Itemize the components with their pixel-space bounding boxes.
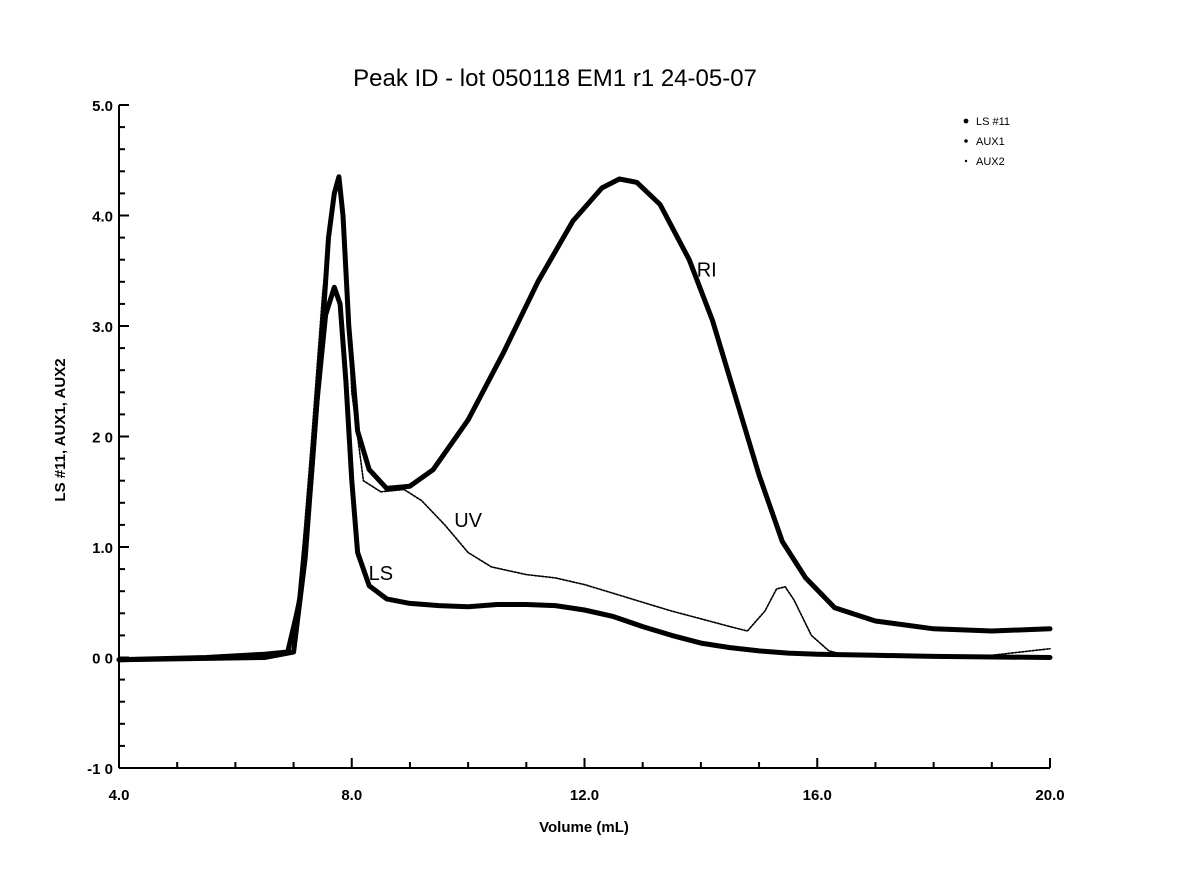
series-line-aux1 [116, 174, 1053, 663]
x-tick-label: 4.0 [109, 787, 130, 804]
y-tick-label: 1.0 [92, 540, 113, 557]
x-tick-label: 16.0 [803, 787, 832, 804]
annotation-ls: LS [369, 563, 393, 585]
y-tick-label: 3.0 [92, 319, 113, 336]
y-tick-label: -1 0 [87, 761, 113, 778]
y-tick-label: 0 0 [92, 651, 113, 668]
x-axis-label: Volume (mL) [539, 819, 629, 836]
chart-title: Peak ID - lot 050118 EM1 r1 24-05-07 [353, 65, 757, 92]
y-axis-label: LS #11, AUX1, AUX2 [52, 358, 69, 501]
tick-labels: 4.0 8.0 12.0 16.0 20.0 -1 0 0 0 1.0 2 0 3.0 4.0 5.0 [87, 98, 1064, 804]
annotation-uv: UV [454, 510, 482, 532]
y-tick-label: 5.0 [92, 98, 113, 115]
x-tick-label: 12.0 [570, 787, 599, 804]
y-tick-label: 4.0 [92, 209, 113, 226]
legend-marker-aux2 [964, 159, 968, 163]
series-line-aux2 [118, 181, 1051, 661]
annotations: RI UV LS [369, 259, 717, 585]
annotation-ri: RI [697, 259, 717, 281]
legend-marker-ls11 [963, 118, 969, 124]
legend-item-aux1: AUX1 [976, 136, 1005, 148]
legend-marker-aux1 [964, 139, 968, 143]
x-tick-label: 20.0 [1035, 787, 1064, 804]
legend-item-ls11: LS #11 [976, 116, 1010, 128]
series-line-ls11 [116, 284, 1053, 663]
x-tick-label: 8.0 [341, 787, 362, 804]
legend-item-aux2: AUX2 [976, 156, 1005, 168]
legend: LS #11 AUX1 AUX2 [963, 116, 1010, 168]
series-layer [116, 174, 1053, 663]
y-tick-label: 2 0 [92, 430, 113, 447]
